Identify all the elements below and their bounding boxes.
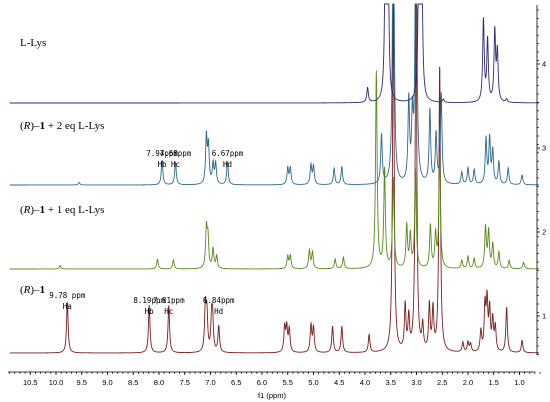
spectrum-line-4 <box>9 3 540 104</box>
annotation-1-3: 7.81ppm Hc <box>153 296 185 316</box>
annotation-1-4: 6.84ppm Hd <box>203 296 235 316</box>
spectra-group <box>9 3 540 354</box>
annotation-text: 7.94ppm <box>146 149 178 158</box>
peak-annotations: 9.78 ppm Ha 8.19ppm Hb 7.81ppm Hc 6.84ppm Hd 7.9… <box>49 149 244 316</box>
annotation-3-3: 6.67ppm Hd <box>212 149 244 169</box>
x-tick-label: 8.5 <box>128 378 138 387</box>
annotation-text: 7.81ppm <box>153 296 185 305</box>
x-tick-label: 1.5 <box>489 378 499 387</box>
annotation-text: 9.78 ppm <box>49 291 86 300</box>
annotation-text: 7.68ppm <box>160 149 192 158</box>
annotation-text: Hd <box>214 307 223 316</box>
x-tick-label: 1.0 <box>514 378 524 387</box>
x-tick-label: 4.0 <box>360 378 370 387</box>
x-tick-label: 7.0 <box>205 378 215 387</box>
x-tick-label: 5.5 <box>283 378 293 387</box>
annotation-text: Hc <box>171 160 180 169</box>
spectrum-line-1 <box>9 3 540 354</box>
x-ticks: 10.5 10.0 9.5 9.0 8.5 8.0 7.5 7.0 6.5 6.0 5.5 5.0 4.… <box>9 372 541 387</box>
annotation-text: Hb <box>158 160 168 169</box>
x-tick-label: 2.0 <box>463 378 473 387</box>
x-tick-label: 7.5 <box>180 378 190 387</box>
annotation-text: 6.84ppm <box>203 296 235 305</box>
x-tick-label: 10.5 <box>23 378 38 387</box>
x-tick-label: 3.0 <box>411 378 421 387</box>
annotation-text: Hb <box>145 307 155 316</box>
y-tick-label: 4 <box>542 60 546 69</box>
series-label-4: L-Lys <box>20 37 46 49</box>
series-label-3: (R)–1 + 2 eq L-Lys <box>20 120 104 132</box>
annotation-text: Hd <box>223 160 232 169</box>
annotation-3-2: 7.68ppm Hc <box>160 149 192 169</box>
annotation-1-1: 9.78 ppm Ha <box>49 291 86 311</box>
series-label-1: (R)–1 <box>20 284 45 296</box>
x-tick-label: 8.0 <box>154 378 164 387</box>
y-tick-label: 1 <box>542 312 546 321</box>
series-label-2: (R)–1 + 1 eq L-Lys <box>20 204 104 216</box>
y-tick-label: 3 <box>542 144 546 153</box>
annotation-text: 6.67ppm <box>212 149 244 158</box>
x-tick-label: 10.0 <box>49 378 64 387</box>
annotation-text: Hc <box>164 307 173 316</box>
annotation-1-2: 8.19ppm Hb <box>133 296 165 316</box>
y-ticks: 1 2 3 4 <box>537 9 546 355</box>
annotation-3-1: 7.94ppm Hb <box>146 149 178 169</box>
x-tick-label: 6.5 <box>231 378 241 387</box>
x-tick-label: 3.5 <box>386 378 396 387</box>
x-tick-label: 6.0 <box>257 378 267 387</box>
series-labels: (R)–1 (R)–1 + 1 eq L-Lys (R)–1 + 2 eq L-Ly… <box>20 37 104 296</box>
annotation-text: Ha <box>63 302 72 311</box>
annotation-text: 8.19ppm <box>133 296 165 305</box>
y-tick-label: 2 <box>542 228 546 237</box>
x-axis-label: f1 (ppm) <box>258 391 286 400</box>
x-tick-label: 9.5 <box>77 378 87 387</box>
axes: 10.5 10.0 9.5 9.0 8.5 8.0 7.5 7.0 6.5 6.0 5.5 5.0 4.… <box>8 5 546 400</box>
x-tick-label: 2.5 <box>437 378 447 387</box>
spectrum-line-2 <box>9 70 540 270</box>
x-tick-label: 4.5 <box>334 378 344 387</box>
x-tick-label: 9.0 <box>102 378 112 387</box>
x-tick-label: 5.0 <box>308 378 318 387</box>
spectrum-line-3 <box>9 3 540 186</box>
